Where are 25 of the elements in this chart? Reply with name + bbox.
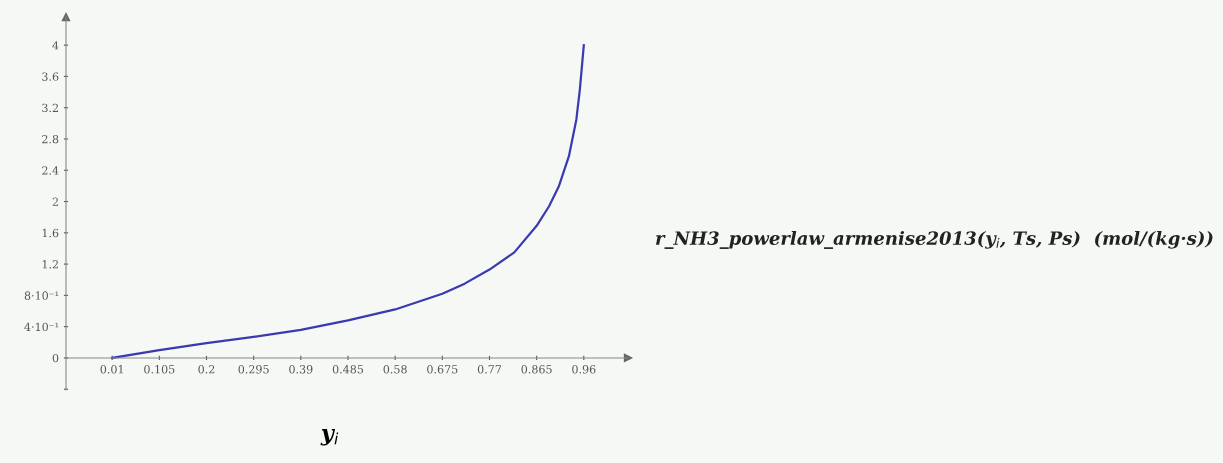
line-series — [111, 44, 585, 360]
y-axis-title: r_NH3_powerlaw_armenise2013(y$_{i}$, Ts, Ps) (mol/(kg·s)) — [656, 230, 1213, 249]
y-tick-label: 1.2 — [42, 260, 58, 269]
x-tick-label: 0.01 — [100, 365, 123, 374]
y-tick-label: 8·10⁻¹ — [24, 291, 59, 300]
x-axis-title: y$_{i}$ — [320, 429, 339, 446]
x-tick-label: 0.39 — [289, 365, 313, 374]
y-tick-label: 0 — [52, 353, 59, 363]
y-tick-label: 2.4 — [42, 166, 59, 175]
x-tick-label: 0.295 — [238, 365, 269, 374]
y-tick-label: 3.6 — [42, 72, 59, 81]
y-tick-label: 2.8 — [42, 134, 59, 144]
x-tick-label: 0.96 — [572, 365, 596, 374]
y-tick-label: 2 — [52, 197, 58, 206]
x-tick-label: 0.58 — [383, 365, 407, 374]
x-tick-label: 0.865 — [521, 365, 552, 374]
y-tick-label: 4·10⁻¹ — [24, 322, 59, 332]
x-tick-label: 0.675 — [427, 365, 458, 374]
x-tick-label: 0.105 — [144, 365, 175, 374]
x-tick-label: 0.2 — [198, 365, 215, 374]
x-tick-label: 0.77 — [477, 365, 502, 374]
y-tick-label: 4 — [52, 41, 59, 50]
x-tick-label: 0.485 — [332, 365, 364, 374]
y-tick-label: 3.2 — [42, 103, 58, 113]
y-tick-label: 1.6 — [42, 228, 59, 238]
